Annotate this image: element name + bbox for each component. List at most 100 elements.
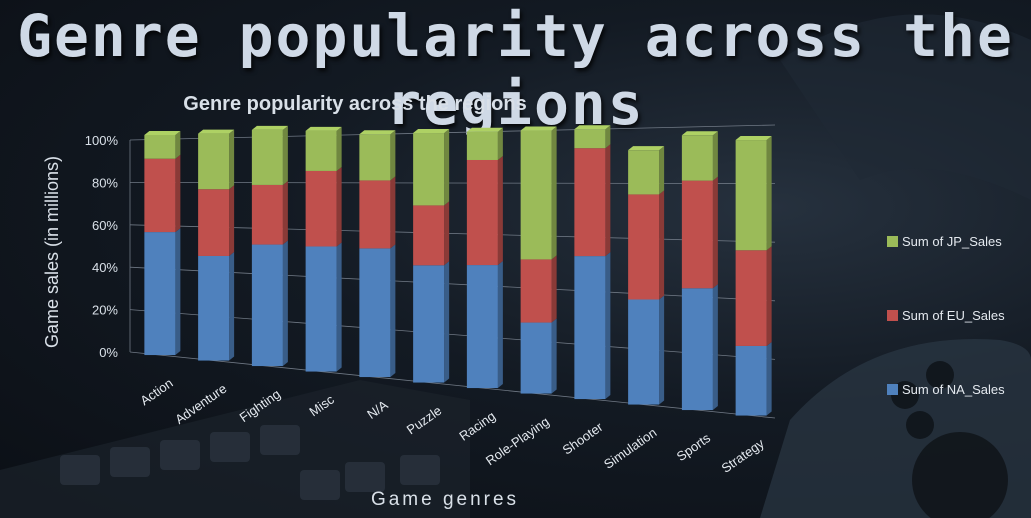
bar-segment [198,133,230,190]
bar-top [681,131,718,136]
bar-segment [520,130,552,260]
bar-segment [735,345,767,416]
bar-side [175,154,181,233]
y-tick-label: 40% [92,260,118,275]
bar-side [336,126,342,171]
gridline [129,351,776,419]
y-tick-label: 60% [92,218,118,233]
bar-segment [305,246,337,372]
gridline [129,224,776,243]
x-tick-label: Misc [306,391,337,419]
bar-segment [359,248,391,378]
bar-side [497,155,503,266]
legend-label: Sum of NA_Sales [902,382,1005,397]
bar-side [712,131,718,181]
legend: Sum of JP_Sales Sum of EU_Sales Sum of NA_… [887,234,1005,397]
x-tick-label: Adventure [172,381,229,427]
bar-segment [574,148,606,257]
bar-side [551,255,557,323]
bar-top [305,126,342,131]
bar-side [766,341,772,416]
bar-segment [466,265,498,389]
bar-top [735,136,772,141]
bar-side [766,246,772,346]
bar-side [444,201,450,266]
x-tick-label: Shooter [560,419,606,458]
y-tick-label: 100% [85,133,119,148]
bar-segment [251,184,283,245]
bar-side [229,129,235,190]
bar-top [520,126,557,131]
bar-top [466,127,503,132]
x-tick-label: Simulation [601,425,659,472]
bar-segment [144,232,176,356]
x-tick-label: Strategy [719,435,768,475]
bar-side [444,261,450,383]
bar-side [444,129,450,206]
legend-swatch [887,384,898,395]
x-tick-label: N/A [364,397,391,422]
gridline [129,309,776,360]
bar-segment [628,150,660,195]
bar-segment [520,322,552,394]
x-tick-label: Sports [674,430,714,464]
bar-segment [628,194,660,300]
gridline [129,266,776,302]
bar-side [659,190,665,300]
bar-segment [466,131,498,160]
bar-top [144,130,181,135]
bar-side [551,318,557,394]
bar-side [175,130,181,159]
bar-side [497,261,503,389]
bar-top [198,129,235,134]
y-axis-title: Game sales (in millions) [42,156,62,348]
bar-segment [198,255,230,361]
bar-segment [251,244,283,367]
bar-side [551,126,557,260]
gridlines [129,124,776,419]
bar-segment [520,259,552,323]
bar-segment [305,170,337,247]
bar-side [659,146,665,195]
bar-side [175,228,181,356]
y-tick-label: 20% [92,303,118,318]
bar-side [605,252,611,400]
bar-side [229,185,235,256]
bar-segment [413,133,445,206]
bar-segment [144,158,176,233]
bar-side [766,136,772,251]
bar-side [659,295,665,405]
bar-segment [681,135,713,181]
bar-segment [198,189,230,256]
bar-segment [413,265,445,383]
x-tick-label: Action [137,375,175,408]
chart-title: Genre popularity across the regions [183,93,526,115]
bar-top [413,129,450,134]
bar-segment [628,299,660,405]
bar-segment [413,205,445,266]
gridline [129,181,776,185]
x-tick-label: Puzzle [404,403,445,438]
legend-label: Sum of JP_Sales [902,234,1002,249]
legend-swatch [887,236,898,247]
bar-side [336,166,342,247]
y-tick-label: 80% [92,175,118,190]
bar-segment [359,180,391,249]
bar-side [605,125,611,149]
bar-segment [574,256,606,400]
x-tick-label: Fighting [237,386,283,425]
bar-segment [681,288,713,411]
bar-side [712,176,718,289]
bar-top [574,125,611,130]
bar-top [628,146,665,151]
gridline [129,124,776,141]
bar-side [605,144,611,257]
x-axis-title: Game genres [371,489,519,510]
x-tick-label: Racing [456,408,498,443]
bar-segment [251,129,283,185]
bar-segment [735,140,767,251]
legend-swatch [887,310,898,321]
